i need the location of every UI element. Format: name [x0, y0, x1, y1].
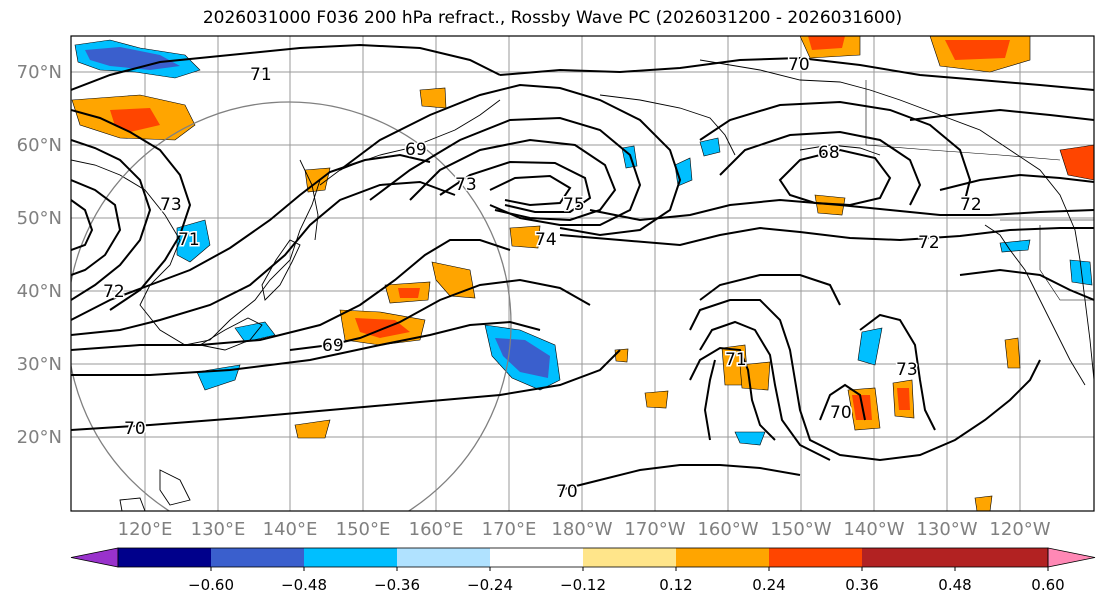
colorbar-swatch: [676, 548, 770, 567]
contour-label: 71: [178, 230, 200, 250]
longitude-label: 160°W: [697, 519, 758, 540]
longitude-label: 170°W: [624, 519, 685, 540]
contour-label: 72: [103, 282, 125, 302]
colorbar-swatch: [211, 548, 305, 567]
latitude-label: 50°N: [17, 208, 62, 229]
contour-label: 75: [563, 195, 585, 215]
longitude-labels: 120°E 130°E 140°E 150°E 160°E 170°E 180°W 170°W…: [118, 519, 1051, 540]
longitude-label: 130°E: [191, 519, 246, 540]
colorbar-tick-label: 0.48: [938, 576, 971, 594]
colorbar: [70, 547, 1096, 568]
contour-label: 71: [725, 350, 747, 370]
contour-label: 68: [818, 143, 840, 163]
latitude-label: 40°N: [17, 281, 62, 302]
colorbar-swatch: [583, 548, 677, 567]
colorbar-swatch: [397, 548, 491, 567]
longitude-label: 140°E: [263, 519, 318, 540]
colorbar-swatch: [955, 548, 1049, 567]
colorbar-overflow-swatch: [1047, 547, 1096, 568]
contour-label: 74: [535, 230, 557, 250]
rossby-radius-circle: [71, 101, 512, 511]
colorbar-swatch: [304, 548, 398, 567]
positive-anomaly-shading: [71, 36, 1094, 511]
longitude-label: 130°W: [916, 519, 977, 540]
colorbar-swatch: [862, 548, 956, 567]
longitude-label: 150°W: [770, 519, 831, 540]
longitude-label: 120°W: [989, 519, 1050, 540]
contour-label: 69: [322, 336, 344, 356]
latitude-labels: 70°N 60°N 50°N 40°N 30°N 20°N: [17, 62, 62, 448]
contour-label: 72: [918, 233, 940, 253]
colorbar-tick-labels: −0.60 −0.48 −0.36 −0.24 −0.12 0.12 0.24 0.36 0.4…: [188, 567, 1065, 594]
colorbar-tick-label: 0.24: [752, 576, 785, 594]
contour-label: 72: [960, 195, 982, 215]
latitude-label: 70°N: [17, 62, 62, 83]
latitude-label: 30°N: [17, 354, 62, 375]
contour-label: 70: [556, 482, 578, 502]
contour-label: 73: [455, 175, 477, 195]
contour-label: 70: [830, 403, 852, 423]
colorbar-swatch: [769, 548, 863, 567]
colorbar-tick-label: −0.12: [560, 576, 606, 594]
borders: [865, 80, 1094, 301]
height-contours: [71, 43, 1094, 491]
colorbar-tick-label: −0.48: [281, 576, 327, 594]
contour-label: 73: [896, 360, 918, 380]
colorbar-tick-label: 0.12: [659, 576, 692, 594]
colorbar-tick-label: 0.60: [1031, 576, 1064, 594]
colorbar-underflow-swatch: [70, 547, 119, 568]
contour-label: 70: [124, 419, 146, 439]
longitude-label: 150°E: [336, 519, 391, 540]
latitude-label: 20°N: [17, 427, 62, 448]
longitude-label: 180°W: [551, 519, 612, 540]
colorbar-tick-label: −0.24: [467, 576, 513, 594]
colorbar-tick-label: −0.36: [374, 576, 420, 594]
longitude-label: 170°E: [482, 519, 537, 540]
contour-label: 69: [405, 140, 427, 160]
contour-label: 71: [250, 65, 272, 85]
colorbar-tick-label: 0.36: [845, 576, 878, 594]
contour-label-group: 71 69 73 75 74 70 68 72 72 69 70 71 73 7…: [102, 54, 984, 504]
negative-anomaly-shading: [74, 39, 1093, 446]
longitude-label: 120°E: [118, 519, 173, 540]
colorbar-tick-label: −0.60: [188, 576, 234, 594]
latitude-label: 60°N: [17, 135, 62, 156]
contour-label: 70: [788, 55, 810, 75]
colorbar-swatch: [490, 548, 584, 567]
longitude-label: 140°W: [843, 519, 904, 540]
contour-label: 73: [160, 195, 182, 215]
longitude-label: 160°E: [409, 519, 464, 540]
map-title: 2026031000 F036 200 hPa refract., Rossby…: [202, 8, 903, 28]
colorbar-swatch: [118, 548, 212, 567]
